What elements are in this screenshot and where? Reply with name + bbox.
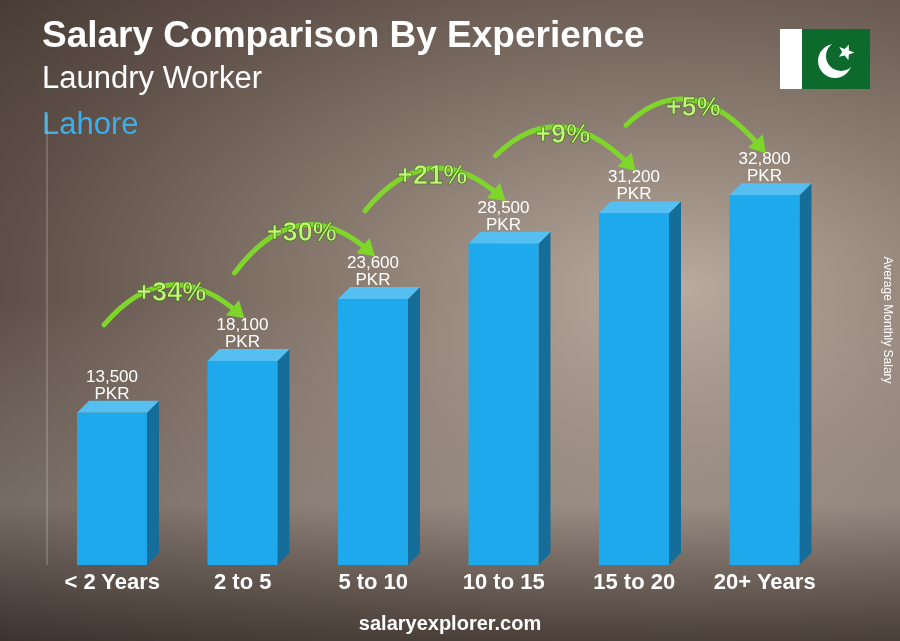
svg-text:28,500PKR: 28,500PKR — [478, 198, 530, 234]
svg-text:+21%: +21% — [397, 160, 467, 190]
svg-text:+30%: +30% — [267, 217, 337, 247]
svg-text:2 to 5: 2 to 5 — [214, 569, 271, 594]
html-text:Lahore: Lahore — [42, 106, 139, 141]
svg-text:13,500PKR: 13,500PKR — [86, 367, 138, 403]
svg-text:32,800PKR: 32,800PKR — [739, 149, 791, 185]
html-text:Laundry Worker: Laundry Worker — [42, 60, 262, 95]
html-text:Average Monthly Salary: Average Monthly Salary — [881, 256, 895, 384]
svg-text:+5%: +5% — [666, 92, 721, 122]
svg-text:15 to 20: 15 to 20 — [593, 569, 675, 594]
svg-text:31,200PKR: 31,200PKR — [608, 167, 660, 203]
svg-text:23,600PKR: 23,600PKR — [347, 253, 399, 289]
svg-text:5 to 10: 5 to 10 — [338, 569, 408, 594]
svg-text:10 to 15: 10 to 15 — [463, 569, 545, 594]
svg-text:< 2 Years: < 2 Years — [64, 569, 160, 594]
html-text:Salary Comparison By Experienc: Salary Comparison By Experience — [42, 14, 645, 55]
html-text:salaryexplorer.com: salaryexplorer.com — [358, 612, 542, 634]
svg-text:18,100PKR: 18,100PKR — [217, 315, 269, 351]
svg-text:+34%: +34% — [136, 277, 206, 307]
svg-text:+9%: +9% — [535, 119, 590, 149]
svg-text:20+ Years: 20+ Years — [714, 569, 816, 594]
